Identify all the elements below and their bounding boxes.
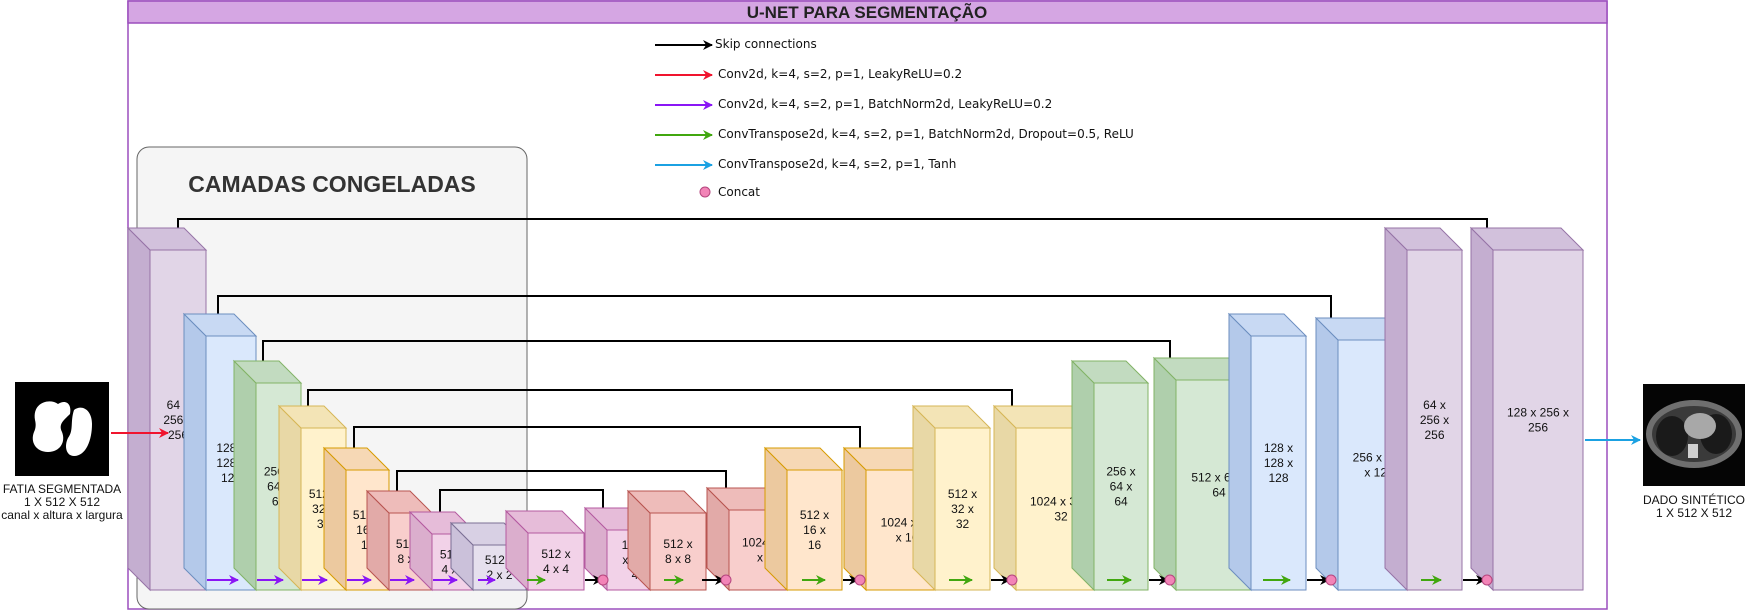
concat-dot <box>854 574 866 586</box>
layer-block-label: 512 x <box>663 537 692 551</box>
layer-block-label: 512 x <box>948 487 977 501</box>
layer-block-label: 64 <box>1212 486 1226 500</box>
concat-dot <box>1006 574 1018 586</box>
legend-convt-dropout: ConvTranspose2d, k=4, s=2, p=1, BatchNor… <box>718 127 1134 141</box>
legend: Skip connections Conv2d, k=4, s=2, p=1, … <box>655 37 1134 199</box>
input-caption-2: 1 X 512 X 512 <box>24 495 100 509</box>
concat-dot <box>1164 574 1176 586</box>
output-caption-2: 1 X 512 X 512 <box>1656 506 1732 520</box>
diagram-title: U-NET PARA SEGMENTAÇÃO <box>747 2 988 22</box>
layer-block-label: 256 <box>1528 421 1548 435</box>
layer-block-label: 64 <box>1114 495 1128 509</box>
concat-dot <box>1325 574 1337 586</box>
input-caption-3: canal x altura x largura <box>1 508 123 522</box>
layer-block-d7: 512 x4 x 4 <box>504 509 586 592</box>
legend-conv-bn: Conv2d, k=4, s=2, p=1, BatchNorm2d, Leak… <box>718 97 1052 111</box>
layer-block-label: 8 x 8 <box>665 552 691 566</box>
layer-block-label: 128 <box>1268 471 1288 485</box>
frame-header <box>127 0 1608 24</box>
layer-block-label: 512 x <box>541 547 570 561</box>
legend-concat-dot <box>699 186 711 198</box>
legend-concat: Concat <box>718 185 760 199</box>
layer-block-label: 256 <box>168 428 188 442</box>
layer-block-label: 256 <box>1424 428 1444 442</box>
output-caption-1: DADO SINTÉTICO <box>1643 492 1745 507</box>
layer-block-label: 64 x <box>1423 398 1446 412</box>
layer-block-label: 16 x <box>803 523 826 537</box>
layer-block-d5: 512 x16 x16 <box>763 446 844 592</box>
layer-block-d3: 256 x64 x64 <box>1070 359 1150 592</box>
legend-skip: Skip connections <box>715 37 817 51</box>
input-caption-1: FATIA SEGMENTADA <box>3 482 121 496</box>
layer-block-label: 256 x <box>1106 465 1135 479</box>
layer-block-label: 16 <box>808 538 822 552</box>
layer-block-label: 128 x <box>1264 441 1293 455</box>
concat-dot <box>1481 574 1493 586</box>
layer-block-d6: 512 x8 x 8 <box>626 489 708 592</box>
concat-dots <box>597 574 1493 586</box>
output-image <box>1643 384 1745 486</box>
frozen-label: CAMADAS CONGELADAS <box>188 171 476 197</box>
legend-conv-leaky: Conv2d, k=4, s=2, p=1, LeakyReLU=0.2 <box>718 67 962 81</box>
layer-block-label: 256 x <box>1420 413 1449 427</box>
layer-block-d4: 512 x32 x32 <box>911 404 992 592</box>
layer-block-label: 64 x <box>1110 480 1133 494</box>
layer-block-label: 128 x 256 x <box>1507 406 1569 420</box>
layer-block-label: 32 <box>956 517 970 531</box>
layer-block-label: 32 <box>1054 510 1068 524</box>
input-image <box>15 382 109 476</box>
concat-dot <box>720 574 732 586</box>
layer-block-label: 128 x <box>1264 456 1293 470</box>
layer-block-label: 512 x <box>800 508 829 522</box>
layer-block-label: 4 x 4 <box>543 562 569 576</box>
legend-convt-tanh: ConvTranspose2d, k=4, s=2, p=1, Tanh <box>718 157 956 171</box>
concat-dot <box>597 574 609 586</box>
layer-block-label: 32 x <box>951 502 974 516</box>
